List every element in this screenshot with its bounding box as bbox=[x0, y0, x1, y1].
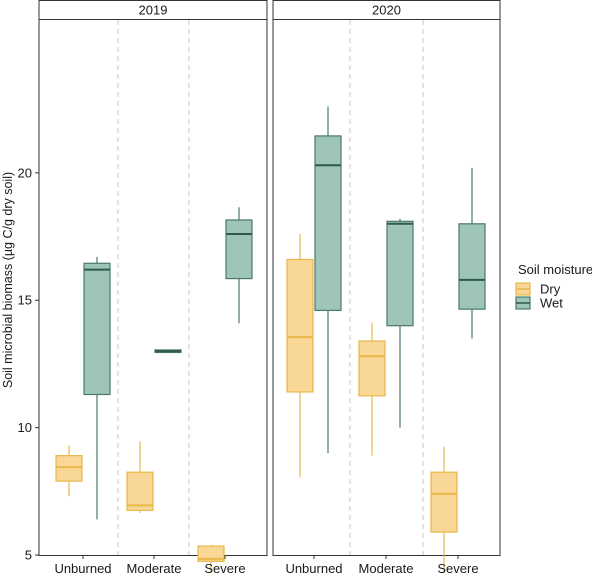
x-tick-label-unburned: Unburned bbox=[285, 561, 342, 573]
x-axis-2019: Unburned Moderate Severe bbox=[54, 555, 246, 573]
x-tick-label-severe: Severe bbox=[437, 561, 478, 573]
box-2019-unburned-dry bbox=[55, 445, 83, 497]
box-body bbox=[197, 545, 225, 562]
box-body bbox=[286, 258, 314, 393]
box-body bbox=[225, 219, 253, 280]
legend-title: Soil moisture bbox=[518, 262, 592, 277]
boxes-2019 bbox=[55, 207, 253, 573]
y-axis: 5 10 15 20 bbox=[18, 165, 39, 563]
x-tick-label-moderate: Moderate bbox=[359, 561, 414, 573]
legend-label-dry: Dry bbox=[540, 282, 561, 297]
facet-2020: 2020 Unburned Moderate Severe bbox=[272, 0, 501, 573]
panel-border-2019 bbox=[38, 19, 268, 556]
box-2019-moderate-wet bbox=[154, 349, 182, 354]
box-2020-moderate-dry bbox=[358, 323, 386, 456]
y-tick-label: 20 bbox=[18, 165, 32, 180]
box-2020-moderate-wet bbox=[386, 218, 414, 428]
legend-label-wet: Wet bbox=[540, 296, 563, 311]
box-body bbox=[458, 223, 486, 310]
facet-label-2019: 2019 bbox=[139, 3, 168, 18]
boxes-2020 bbox=[286, 106, 486, 573]
box-body bbox=[126, 471, 154, 512]
y-axis-title: Soil microbial biomass (µg C/g dry soil) bbox=[1, 172, 15, 388]
box-2019-severe-dry bbox=[197, 544, 225, 573]
y-tick-label: 5 bbox=[25, 548, 32, 563]
facet-2019: 2019 Unburned Moderate Severe bbox=[38, 0, 268, 573]
box-body bbox=[386, 220, 414, 327]
x-tick-label-moderate: Moderate bbox=[127, 561, 182, 573]
box-2019-moderate-dry bbox=[126, 441, 154, 513]
box-2020-unburned-dry bbox=[286, 234, 314, 478]
box-2019-severe-wet bbox=[225, 207, 253, 324]
box-body bbox=[358, 340, 386, 397]
y-tick-label: 15 bbox=[18, 293, 32, 308]
y-tick-label: 10 bbox=[18, 420, 32, 435]
x-axis-2020: Unburned Moderate Severe bbox=[285, 555, 479, 573]
facet-label-2020: 2020 bbox=[372, 3, 401, 18]
box-2020-severe-wet bbox=[458, 167, 486, 339]
box-body bbox=[314, 135, 342, 312]
legend: Soil moisture Dry Wet bbox=[515, 262, 592, 311]
box-body bbox=[83, 262, 111, 396]
box-2020-unburned-wet bbox=[314, 106, 342, 454]
x-tick-label-unburned: Unburned bbox=[54, 561, 111, 573]
box-body bbox=[55, 455, 83, 482]
box-2020-severe-dry bbox=[430, 446, 458, 573]
x-tick-label-severe: Severe bbox=[204, 561, 245, 573]
box-body bbox=[430, 471, 458, 533]
box-2019-unburned-wet bbox=[83, 256, 111, 520]
